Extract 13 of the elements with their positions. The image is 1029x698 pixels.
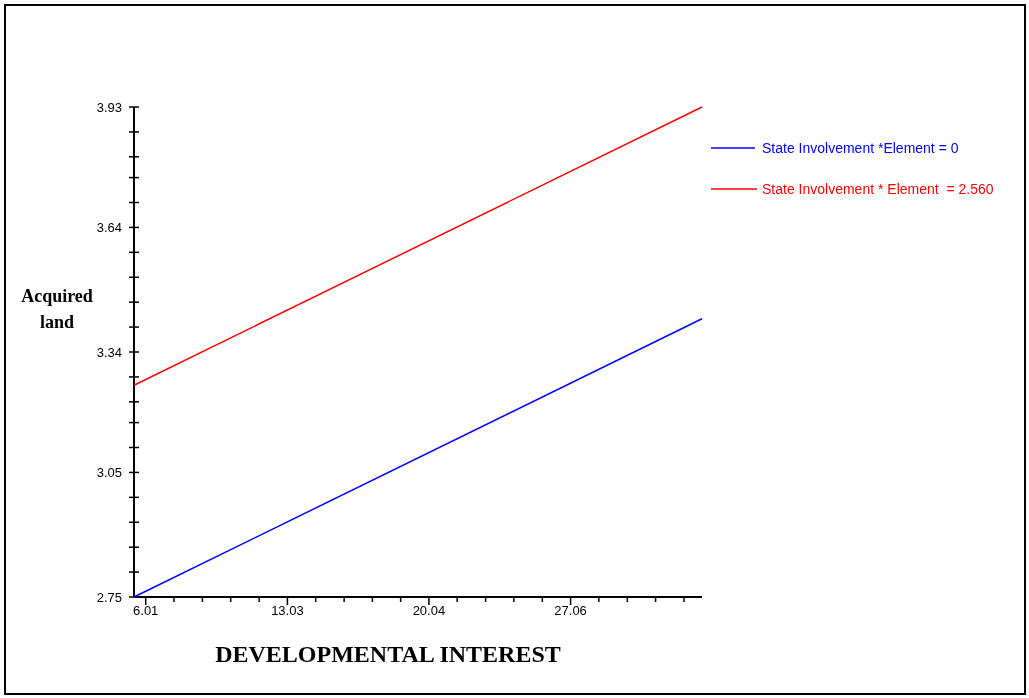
legend-label: State Involvement * Element = 2.560 xyxy=(762,180,994,197)
x-tick-label: 13.03 xyxy=(271,603,304,618)
legend-label: State Involvement *Element = 0 xyxy=(762,139,959,156)
y-axis-title: Acquired land xyxy=(21,286,93,332)
x-tick-label: 20.04 xyxy=(412,603,446,618)
x-axis-title: DEVELOPMENTAL INTEREST xyxy=(215,641,561,667)
x-tick-label: 27.06 xyxy=(554,603,587,618)
y-tick-label: 2.75 xyxy=(96,589,122,605)
x-tick-label: 6.01 xyxy=(133,603,159,618)
y-tick-label: 3.05 xyxy=(96,464,122,480)
y-tick-label: 3.64 xyxy=(96,219,122,235)
y-tick-label: 3.93 xyxy=(96,99,122,115)
y-tick-label: 3.34 xyxy=(96,344,122,360)
